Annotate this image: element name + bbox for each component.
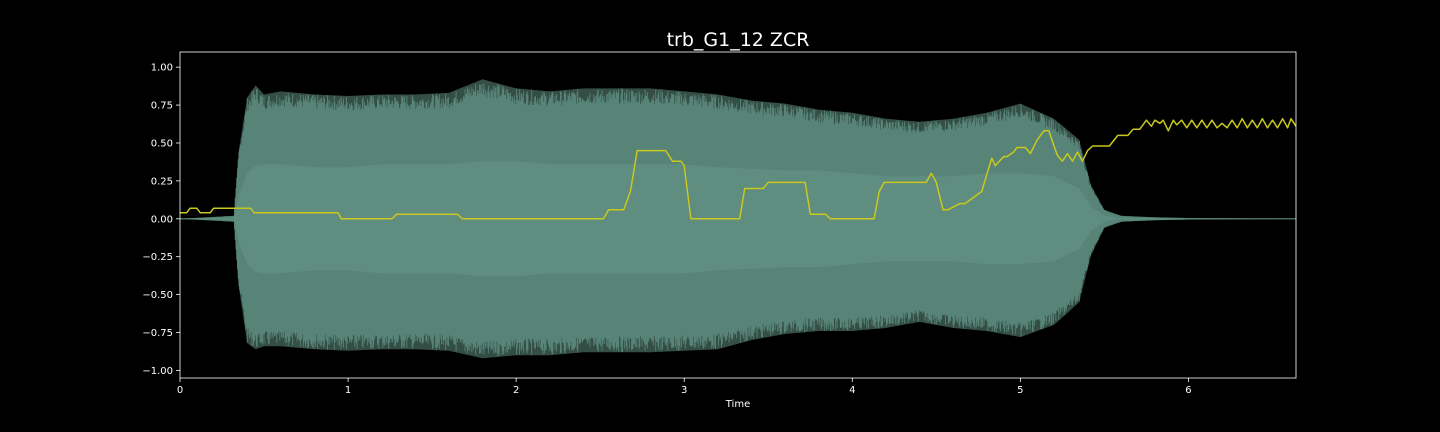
plot-frame [179,51,1297,379]
x-axis: 0 1 2 3 4 5 6 [177,378,1192,396]
plot-area [180,79,1296,359]
y-tick-label: −1.00 [142,366,173,377]
y-tick-label: 0.25 [151,176,173,187]
y-tick-label: −0.25 [142,252,173,263]
chart-title: trb_G1_12 ZCR [667,29,810,51]
y-tick-label: 0.75 [151,101,173,112]
y-axis: −1.00 −0.75 −0.50 −0.25 0.00 0.25 0.50 0.75 1.00 [142,63,180,377]
x-tick-label: 0 [177,385,183,396]
x-axis-label: Time [725,399,750,410]
y-tick-label: −0.75 [142,328,173,339]
x-tick-label: 1 [345,385,351,396]
x-tick-label: 5 [1017,385,1023,396]
y-tick-label: −0.50 [142,290,173,301]
zcr-line [180,117,1296,220]
y-tick-label: 0.50 [151,138,173,149]
x-tick-label: 2 [513,385,519,396]
y-tick-label: 1.00 [151,63,173,74]
x-tick-label: 3 [681,385,687,396]
y-tick-label: 0.00 [151,214,173,225]
x-tick-label: 6 [1185,385,1191,396]
x-tick-label: 4 [849,385,855,396]
